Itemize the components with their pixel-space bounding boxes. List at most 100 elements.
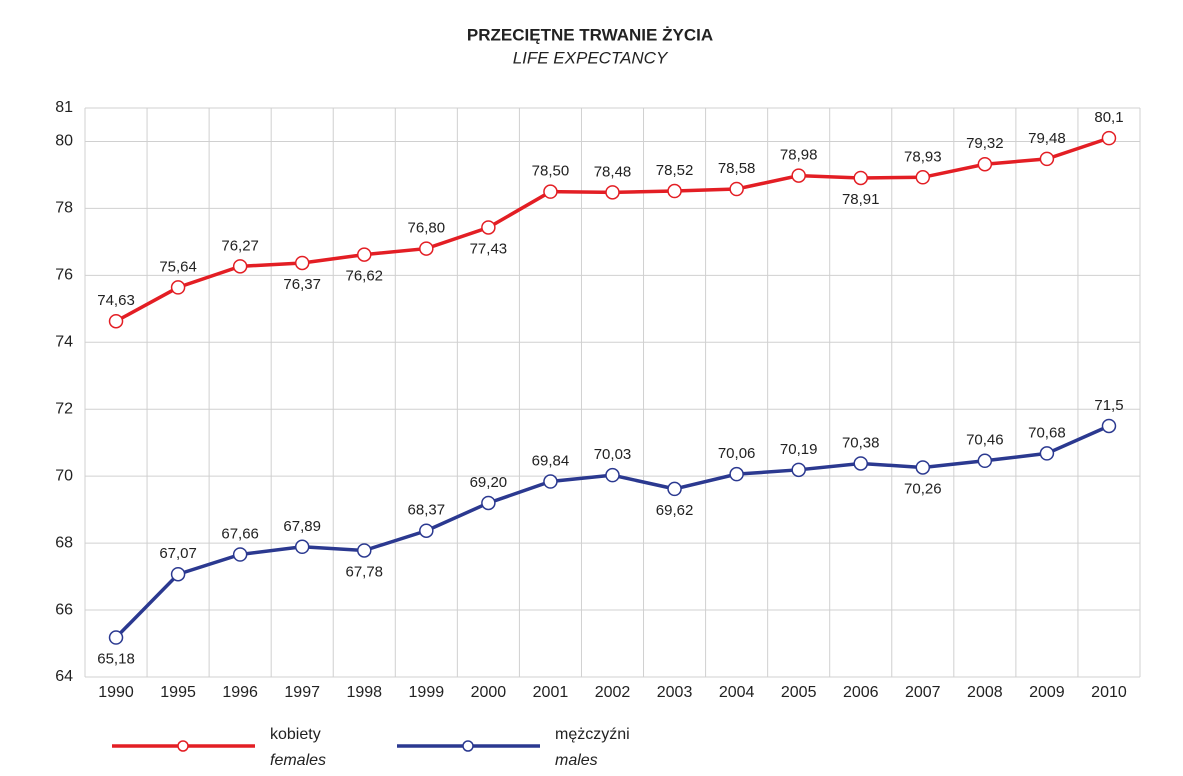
point [729, 181, 744, 197]
point [543, 474, 558, 489]
point [791, 168, 806, 183]
value-label: 70,06 [718, 445, 756, 462]
value-label: 78,98 [780, 147, 818, 164]
value-label: 69,20 [470, 474, 508, 491]
chart-title: PRZECIĘTNE TRWANIE ŻYCIA [467, 25, 713, 44]
legend-label-en: males [555, 752, 598, 769]
point [1101, 418, 1117, 434]
point [729, 466, 744, 482]
point [605, 185, 620, 200]
value-label: 78,91 [842, 191, 880, 208]
point [481, 495, 496, 511]
legend-label: mężczyźni [555, 726, 630, 743]
x-tick-label: 1995 [160, 684, 196, 701]
y-tick-label: 80 [55, 133, 73, 150]
point [1039, 446, 1055, 461]
value-label: 67,78 [345, 563, 383, 580]
value-label: 78,93 [904, 148, 942, 165]
point [419, 241, 434, 256]
x-tick-label: 1999 [409, 684, 445, 701]
x-tick-label: 2000 [471, 684, 507, 701]
point [977, 453, 993, 469]
value-label: 65,18 [97, 650, 135, 667]
point [977, 156, 993, 172]
y-tick-label: 81 [55, 99, 73, 116]
point [543, 184, 558, 199]
y-tick-label: 64 [55, 668, 73, 685]
value-label: 69,62 [656, 502, 694, 519]
x-tick-label: 2005 [781, 684, 817, 701]
value-label: 67,66 [221, 525, 259, 542]
x-tick-label: 2007 [905, 684, 941, 701]
value-label: 80,1 [1094, 109, 1123, 126]
point [170, 280, 186, 295]
point [357, 247, 372, 262]
value-label: 74,63 [97, 292, 135, 309]
y-tick-label: 74 [55, 334, 73, 351]
value-label: 69,84 [532, 453, 570, 470]
x-tick-label: 2003 [657, 684, 693, 701]
point [853, 170, 868, 186]
x-tick-label: 1990 [98, 684, 134, 701]
x-tick-label: 2009 [1029, 684, 1065, 701]
point [1039, 151, 1055, 167]
point [667, 183, 682, 199]
point [667, 481, 682, 497]
value-label: 71,5 [1094, 397, 1123, 414]
point [605, 467, 620, 483]
point [481, 220, 496, 235]
y-tick-label: 66 [55, 601, 73, 618]
point [232, 259, 248, 274]
point [170, 566, 186, 582]
value-label: 70,19 [780, 441, 818, 458]
value-label: 79,32 [966, 135, 1004, 152]
point [419, 523, 434, 538]
value-label: 76,37 [283, 276, 321, 293]
x-tick-label: 2001 [533, 684, 569, 701]
point [915, 460, 931, 475]
legend-label-en: females [270, 752, 326, 769]
x-tick-label: 2010 [1091, 684, 1127, 701]
legend-marker [462, 740, 474, 752]
y-tick-label: 70 [55, 467, 73, 484]
chart-subtitle: LIFE EXPECTANCY [513, 48, 669, 67]
legend-marker [177, 740, 189, 752]
value-label: 67,07 [159, 545, 197, 562]
y-tick-label: 72 [55, 400, 73, 417]
point [1101, 130, 1117, 146]
value-label: 77,43 [470, 240, 508, 257]
x-tick-label: 2008 [967, 684, 1003, 701]
value-label: 78,52 [656, 162, 694, 179]
point [357, 543, 372, 558]
value-label: 78,50 [532, 163, 570, 180]
x-tick-label: 2002 [595, 684, 631, 701]
value-label: 76,62 [345, 268, 383, 285]
x-tick-label: 2006 [843, 684, 879, 701]
value-label: 70,68 [1028, 424, 1066, 441]
value-label: 76,80 [408, 220, 446, 237]
x-tick-label: 2004 [719, 684, 755, 701]
value-label: 70,38 [842, 434, 880, 451]
point [108, 313, 124, 329]
value-label: 70,03 [594, 446, 632, 463]
value-label: 70,26 [904, 480, 942, 497]
x-tick-label: 1997 [284, 684, 320, 701]
x-tick-label: 1996 [222, 684, 258, 701]
point [232, 547, 248, 562]
value-label: 78,58 [718, 160, 756, 177]
y-tick-label: 68 [55, 534, 73, 551]
value-label: 68,37 [408, 502, 446, 519]
value-label: 70,46 [966, 432, 1004, 449]
x-tick-label: 1998 [346, 684, 382, 701]
value-label: 78,48 [594, 163, 632, 180]
point [294, 539, 310, 555]
point [853, 456, 868, 471]
y-tick-label: 78 [55, 200, 73, 217]
value-label: 76,27 [221, 237, 259, 254]
point [791, 462, 806, 478]
value-label: 67,89 [283, 518, 321, 535]
y-tick-label: 76 [55, 267, 73, 284]
value-label: 79,48 [1028, 130, 1066, 147]
point [108, 630, 124, 645]
